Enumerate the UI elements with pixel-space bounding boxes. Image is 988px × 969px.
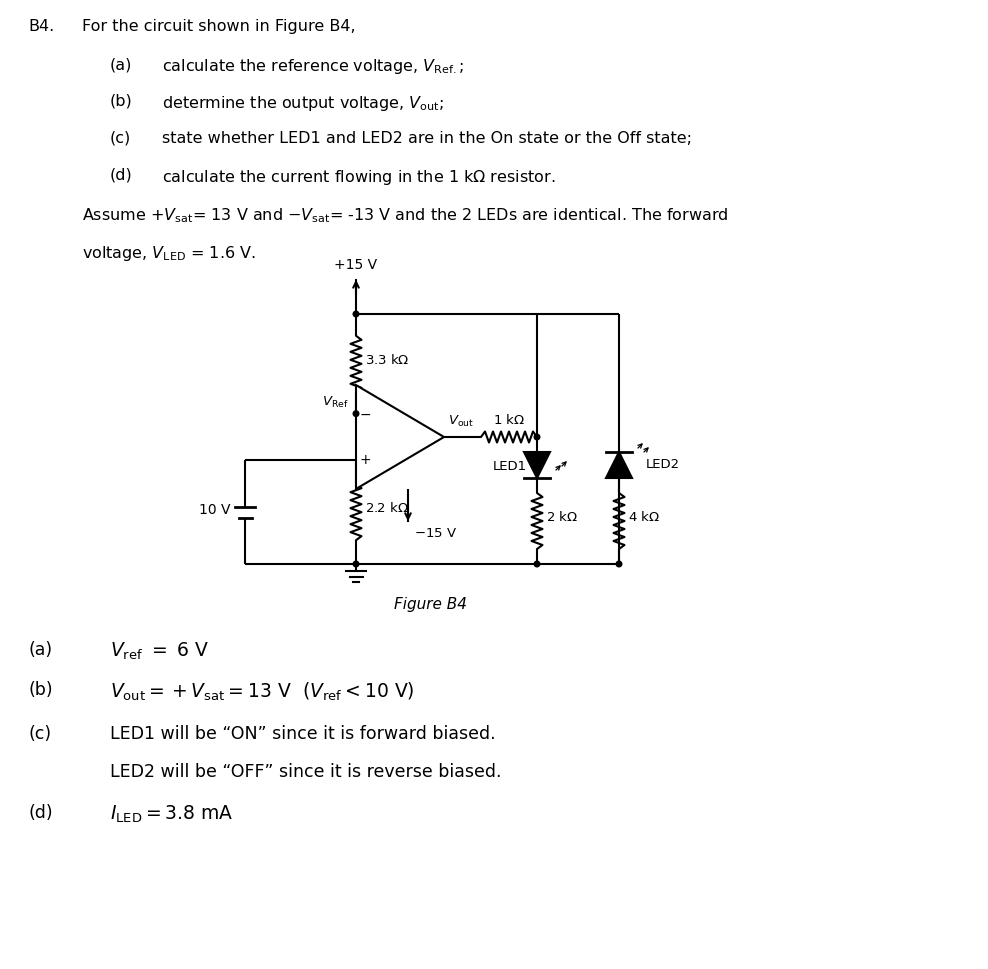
Polygon shape (606, 452, 632, 478)
Text: 1 k$\Omega$: 1 k$\Omega$ (493, 413, 525, 427)
Text: (c): (c) (110, 131, 131, 146)
Text: (a): (a) (110, 57, 132, 72)
Text: LED1: LED1 (493, 460, 527, 474)
Text: determine the output voltage, $V_{\mathregular{out}}$;: determine the output voltage, $V_{\mathr… (162, 94, 445, 113)
Text: 10 V: 10 V (199, 503, 230, 517)
Text: $-$15 V: $-$15 V (414, 527, 457, 540)
Text: $V_{\mathregular{out}}=+V_{\mathregular{sat}}=13\ \mathrm{V}\ \ (V_{\mathregular: $V_{\mathregular{out}}=+V_{\mathregular{… (110, 681, 415, 703)
Text: calculate the current flowing in the 1 k$\Omega$ resistor.: calculate the current flowing in the 1 k… (162, 168, 555, 187)
Text: calculate the reference voltage, $V_{\mathregular{Ref.}}$;: calculate the reference voltage, $V_{\ma… (162, 57, 464, 76)
Text: B4.: B4. (28, 19, 54, 34)
Text: LED1 will be “ON” since it is forward biased.: LED1 will be “ON” since it is forward bi… (110, 725, 496, 743)
Text: voltage, $V_{\mathregular{LED}}$ = 1.6 V.: voltage, $V_{\mathregular{LED}}$ = 1.6 V… (82, 244, 256, 263)
Text: 3.3 k$\Omega$: 3.3 k$\Omega$ (365, 353, 410, 367)
Text: (c): (c) (28, 725, 51, 743)
Text: $V_{\mathregular{Ref}}$: $V_{\mathregular{Ref}}$ (322, 394, 349, 410)
Polygon shape (524, 452, 550, 478)
Text: LED2: LED2 (646, 458, 680, 472)
Text: 2 k$\Omega$: 2 k$\Omega$ (546, 510, 578, 524)
Circle shape (617, 561, 621, 567)
Text: LED2 will be “OFF” since it is reverse biased.: LED2 will be “OFF” since it is reverse b… (110, 763, 502, 781)
Text: (a): (a) (28, 641, 52, 659)
Text: (d): (d) (28, 804, 52, 822)
Text: Figure B4: Figure B4 (393, 597, 466, 612)
Text: $V_{\mathregular{out}}$: $V_{\mathregular{out}}$ (448, 414, 474, 429)
Text: +15 V: +15 V (334, 258, 377, 272)
Text: (d): (d) (110, 168, 132, 183)
Text: state whether LED1 and LED2 are in the On state or the Off state;: state whether LED1 and LED2 are in the O… (162, 131, 692, 146)
Text: $+$: $+$ (359, 453, 371, 467)
Circle shape (535, 561, 539, 567)
Circle shape (353, 561, 359, 567)
Text: Assume $+V_{\mathregular{sat}}$= 13 V and $-V_{\mathregular{sat}}$= -13 V and th: Assume $+V_{\mathregular{sat}}$= 13 V an… (82, 206, 728, 225)
Polygon shape (356, 385, 444, 489)
Text: 4 k$\Omega$: 4 k$\Omega$ (628, 510, 660, 524)
Text: 2.2 k$\Omega$: 2.2 k$\Omega$ (365, 501, 409, 516)
Text: $I_{\mathregular{LED}}=3.8\ \mathrm{mA}$: $I_{\mathregular{LED}}=3.8\ \mathrm{mA}$ (110, 804, 233, 826)
Circle shape (353, 311, 359, 317)
Text: (b): (b) (110, 94, 132, 109)
Text: (b): (b) (28, 681, 52, 699)
Circle shape (353, 411, 359, 417)
Text: For the circuit shown in Figure B4,: For the circuit shown in Figure B4, (82, 19, 356, 34)
Text: $-$: $-$ (359, 407, 371, 421)
Text: $V_{\mathregular{ref}}\ =\ 6\ \mathrm{V}$: $V_{\mathregular{ref}}\ =\ 6\ \mathrm{V}… (110, 641, 209, 662)
Circle shape (535, 434, 539, 440)
